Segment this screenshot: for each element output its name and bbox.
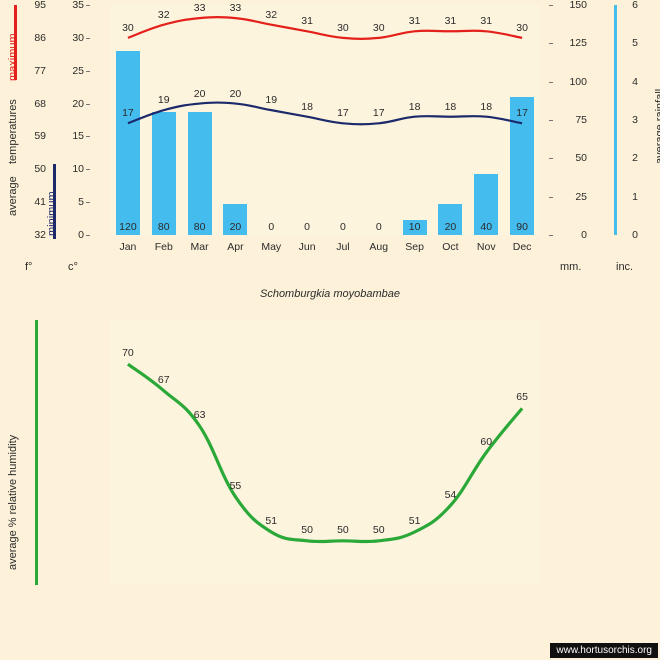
unit-f: f°: [25, 261, 32, 273]
axis-min-bar: [53, 164, 56, 239]
fahrenheit-tick: 59: [20, 130, 46, 142]
temp-min-label: 17: [330, 107, 356, 119]
label-average: average: [7, 176, 19, 216]
footer-watermark: www.hortusorchis.org: [550, 643, 658, 658]
axis-rain-bar: [614, 5, 617, 235]
label-humidity: average % relative humidity: [7, 435, 19, 570]
inch-tick: 2: [622, 152, 638, 164]
humidity-label: 50: [330, 524, 356, 536]
inch-tick: 3: [622, 114, 638, 126]
fahrenheit-tick: 77: [20, 65, 46, 77]
mm-tick: 125: [555, 37, 587, 49]
temp-min-label: 20: [187, 88, 213, 100]
mm-tick: 100: [555, 76, 587, 88]
axis-max-bar: [14, 5, 17, 80]
month-label: Sep: [400, 241, 430, 253]
temp-max-label: 31: [294, 15, 320, 27]
month-label: Oct: [435, 241, 465, 253]
inch-tick: 0: [622, 229, 638, 241]
humidity-label: 51: [258, 515, 284, 527]
temp-max-label: 30: [509, 22, 535, 34]
temp-min-label: 18: [402, 101, 428, 113]
inch-tick: 5: [622, 37, 638, 49]
humidity-label: 55: [222, 480, 248, 492]
temp-min-label: 17: [366, 107, 392, 119]
humidity-chart: 70 67 63 55 51 50 50 50 51 54 60 65: [110, 320, 540, 585]
month-label: Jun: [292, 241, 322, 253]
fahrenheit-tick: 86: [20, 32, 46, 44]
temp-min-label: 18: [294, 101, 320, 113]
temp-max-label: 32: [151, 9, 177, 21]
subtitle: Schomburgkia moyobambae: [0, 288, 660, 300]
inch-tick: 1: [622, 191, 638, 203]
celsius-tick: 25: [58, 65, 84, 77]
temp-min-label: 19: [151, 94, 177, 106]
month-label: Aug: [364, 241, 394, 253]
unit-mm: mm.: [560, 261, 581, 273]
label-minimum: minimum: [46, 191, 58, 236]
celsius-tick: 35: [58, 0, 84, 11]
temp-max-label: 31: [473, 15, 499, 27]
fahrenheit-tick: 50: [20, 163, 46, 175]
fahrenheit-tick: 68: [20, 98, 46, 110]
temp-max-label: 31: [437, 15, 463, 27]
temp-min-label: 17: [509, 107, 535, 119]
fahrenheit-tick: 95: [20, 0, 46, 11]
month-label: Mar: [185, 241, 215, 253]
label-temperatures: temperatures: [7, 99, 19, 164]
humidity-label: 63: [187, 409, 213, 421]
fahrenheit-tick: 41: [20, 196, 46, 208]
temp-max-label: 32: [258, 9, 284, 21]
fahrenheit-tick: 32: [20, 229, 46, 241]
temp-min-label: 18: [473, 101, 499, 113]
month-label: May: [256, 241, 286, 253]
label-rainfall: average rainfall: [654, 89, 660, 164]
month-label: Dec: [507, 241, 537, 253]
temp-max-label: 33: [222, 2, 248, 14]
celsius-tick: 5: [58, 196, 84, 208]
inch-tick: 4: [622, 76, 638, 88]
humidity-label: 50: [294, 524, 320, 536]
celsius-tick: 15: [58, 130, 84, 142]
temp-max-label: 30: [366, 22, 392, 34]
temperature-lines: [110, 5, 540, 235]
celsius-tick: 10: [58, 163, 84, 175]
month-label: Feb: [149, 241, 179, 253]
top-chart: 120808020000010204090 303233333231303031…: [110, 5, 540, 235]
mm-tick: 50: [555, 152, 587, 164]
temp-min-label: 20: [222, 88, 248, 100]
celsius-tick: 0: [58, 229, 84, 241]
celsius-tick: 20: [58, 98, 84, 110]
mm-tick: 150: [555, 0, 587, 11]
humidity-label: 67: [151, 374, 177, 386]
label-maximum: maximum: [7, 33, 19, 81]
temp-max-label: 30: [330, 22, 356, 34]
temp-min-label: 17: [115, 107, 141, 119]
celsius-tick: 30: [58, 32, 84, 44]
mm-tick: 0: [555, 229, 587, 241]
humidity-line: [110, 320, 540, 585]
month-label: Jan: [113, 241, 143, 253]
humidity-label: 50: [366, 524, 392, 536]
month-label: Nov: [471, 241, 501, 253]
mm-tick: 25: [555, 191, 587, 203]
month-label: Apr: [220, 241, 250, 253]
temp-max-label: 33: [187, 2, 213, 14]
humidity-label: 51: [402, 515, 428, 527]
temp-min-label: 19: [258, 94, 284, 106]
mm-tick: 75: [555, 114, 587, 126]
temp-max-label: 30: [115, 22, 141, 34]
axis-humidity-bar: [35, 320, 38, 585]
month-label: Jul: [328, 241, 358, 253]
unit-c: c°: [68, 261, 78, 273]
temp-max-label: 31: [402, 15, 428, 27]
unit-inc: inc.: [616, 261, 633, 273]
humidity-label: 70: [115, 347, 141, 359]
inch-tick: 6: [622, 0, 638, 11]
humidity-label: 54: [437, 489, 463, 501]
humidity-label: 65: [509, 391, 535, 403]
temp-min-label: 18: [437, 101, 463, 113]
humidity-label: 60: [473, 436, 499, 448]
chart-canvas: maximum temperatures average minimum ave…: [0, 0, 660, 660]
